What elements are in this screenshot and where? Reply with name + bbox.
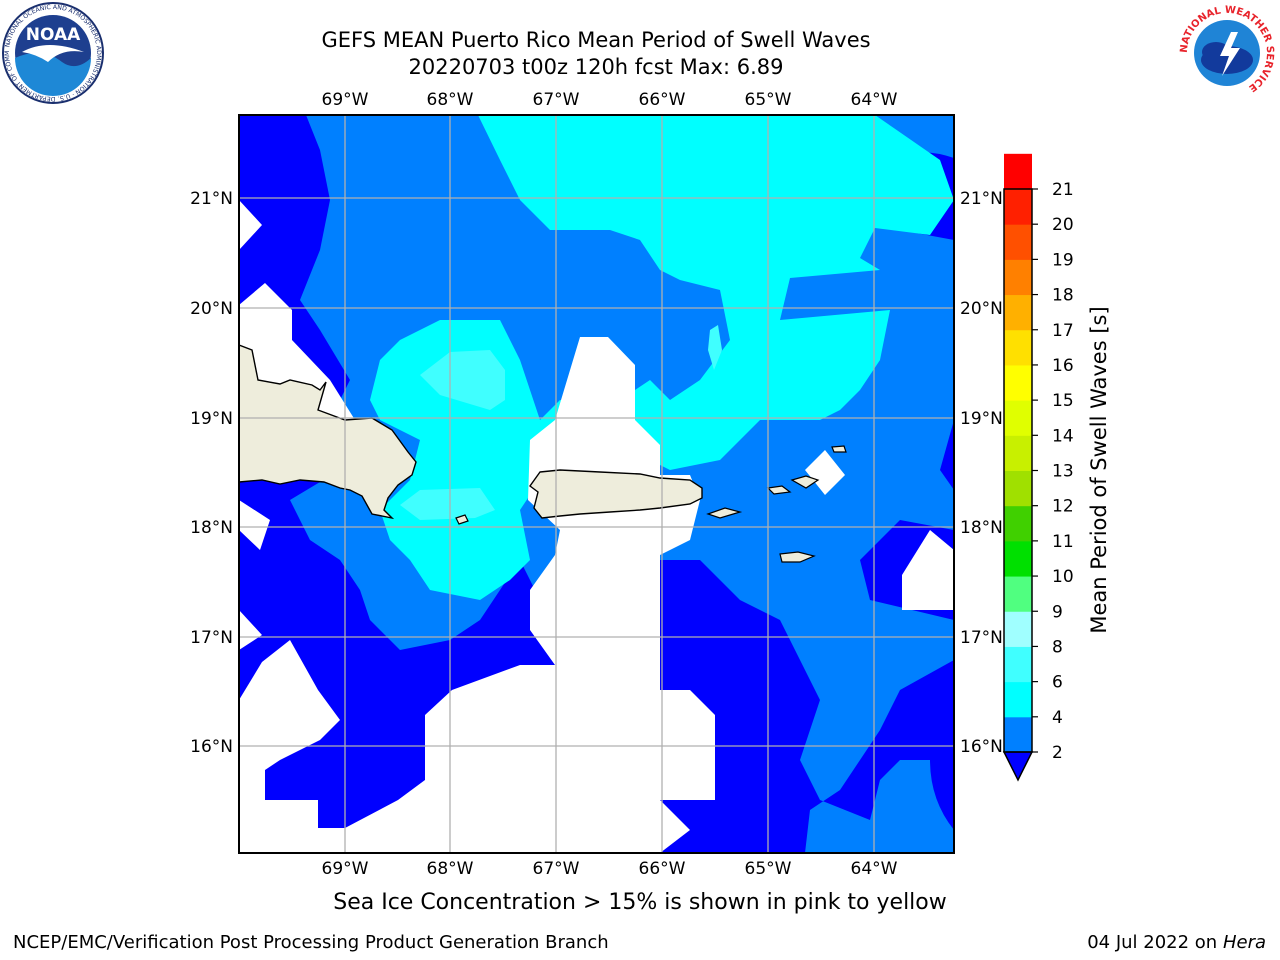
colorbar-tick-label: 12 <box>1052 497 1074 517</box>
colorbar-tick-label: 20 <box>1052 215 1074 235</box>
lon-label: 69°W <box>322 90 369 110</box>
colorbar-title: Mean Period of Swell Waves [s] <box>1087 306 1111 633</box>
colorbar-under-arrow <box>1002 751 1034 782</box>
lon-label: 67°W <box>533 90 580 110</box>
colorbar-band <box>1004 224 1032 260</box>
swell-field-6-8-b <box>400 488 495 520</box>
footer-date-text: 04 Jul 2022 on <box>1087 932 1223 953</box>
lat-label: 21°N <box>190 189 233 209</box>
swell-field-4-6 <box>370 115 954 600</box>
lat-label: 18°N <box>960 518 1003 538</box>
colorbar-band <box>1004 576 1032 612</box>
colorbar-band <box>1004 540 1032 577</box>
colorbar-band <box>1004 329 1032 366</box>
colorbar-band <box>1004 189 1032 225</box>
colorbar-tick-label: 4 <box>1052 708 1063 728</box>
colorbar-band <box>1004 681 1032 718</box>
colorbar-tick-label: 13 <box>1052 462 1074 482</box>
colorbar-band <box>1004 470 1032 507</box>
colorbar-band <box>1004 259 1032 296</box>
swell-field-6-8-c <box>708 325 722 370</box>
colorbar-tick-label: 8 <box>1052 637 1063 657</box>
colorbar-tick-label: 6 <box>1052 673 1063 693</box>
colorbar-tick-label: 11 <box>1052 532 1074 552</box>
colorbar-tick-label: 21 <box>1052 180 1074 200</box>
sea-ice-note: Sea Ice Concentration > 15% is shown in … <box>333 890 947 915</box>
colorbar <box>1002 153 1038 782</box>
colorbar-band <box>1004 400 1032 436</box>
noaa-logo-text: NOAA <box>26 25 81 45</box>
lon-label: 66°W <box>639 90 686 110</box>
colorbar-band <box>1004 716 1032 753</box>
lat-label: 16°N <box>960 737 1003 757</box>
nws-logo: NATIONAL WEATHER SERVICE <box>1178 4 1276 102</box>
graticule <box>239 115 954 853</box>
noaa-logo: NATIONAL OCEANIC AND ATMOSPHERIC ADMINIS… <box>2 2 104 104</box>
lat-label: 20°N <box>960 299 1003 319</box>
colorbar-band <box>1004 646 1032 683</box>
lat-labels-left: 21°N 20°N 19°N 18°N 17°N 16°N <box>190 189 233 757</box>
lon-label: 64°W <box>851 90 898 110</box>
lon-label: 67°W <box>533 859 580 879</box>
land-small-islands <box>455 445 847 563</box>
lat-label: 21°N <box>960 189 1003 209</box>
chart-title: GEFS MEAN Puerto Rico Mean Period of Swe… <box>321 28 871 52</box>
lon-label: 68°W <box>427 90 474 110</box>
colorbar-band <box>1004 611 1032 647</box>
colorbar-band <box>1004 294 1032 331</box>
map-frame <box>238 114 955 854</box>
lon-labels-bottom: 69°W 68°W 67°W 66°W 65°W 64°W <box>322 859 898 879</box>
land-hispaniola <box>239 344 417 520</box>
lon-label: 64°W <box>851 859 898 879</box>
colorbar-tick-label: 16 <box>1052 356 1074 376</box>
lat-label: 18°N <box>190 518 233 538</box>
colorbar-band <box>1004 153 1032 190</box>
lon-label: 66°W <box>639 859 686 879</box>
chart-subtitle: 20220703 t00z 120h fcst Max: 6.89 <box>408 55 784 79</box>
lon-label: 65°W <box>745 859 792 879</box>
colorbar-tick-labels: 2 4 6 8 9 10 11 12 13 14 15 16 17 18 19 20 21 <box>1052 180 1074 763</box>
colorbar-band <box>1004 435 1032 471</box>
lat-label: 19°N <box>190 409 233 429</box>
colorbar-band <box>1004 505 1032 542</box>
colorbar-band <box>1004 364 1032 401</box>
colorbar-tick-label: 19 <box>1052 250 1074 270</box>
lon-label: 65°W <box>745 90 792 110</box>
lat-labels-right: 21°N 20°N 19°N 18°N 17°N 16°N <box>960 189 1003 757</box>
colorbar-tick-label: 14 <box>1052 426 1074 446</box>
colorbar-tick-label: 18 <box>1052 286 1074 306</box>
lat-label: 17°N <box>190 628 233 648</box>
footer-credit: NCEP/EMC/Verification Post Processing Pr… <box>13 932 609 953</box>
lon-labels-top: 69°W 68°W 67°W 66°W 65°W 64°W <box>322 90 898 110</box>
colorbar-tick-label: 17 <box>1052 321 1074 341</box>
lat-label: 16°N <box>190 737 233 757</box>
map-panel <box>239 115 954 853</box>
lat-label: 17°N <box>960 628 1003 648</box>
swell-field-6-8-a <box>420 350 505 410</box>
colorbar-tick-label: 15 <box>1052 391 1074 411</box>
lon-label: 69°W <box>322 859 369 879</box>
lat-label: 20°N <box>190 299 233 319</box>
colorbar-tick-label: 9 <box>1052 602 1063 622</box>
colorbar-tick-label: 2 <box>1052 743 1063 763</box>
land-puerto-rico <box>529 469 703 519</box>
lat-label: 19°N <box>960 409 1003 429</box>
footer-machine: Hera <box>1222 932 1266 953</box>
lon-label: 68°W <box>427 859 474 879</box>
footer-date: 04 Jul 2022 on Hera <box>1087 932 1266 953</box>
colorbar-tick-label: 10 <box>1052 567 1074 587</box>
